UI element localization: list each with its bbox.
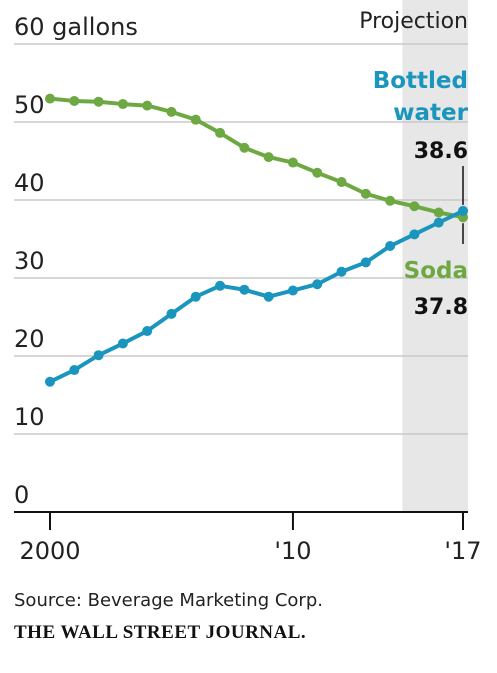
y-tick-label: 60 gallons xyxy=(14,13,138,41)
data-point-soda xyxy=(239,142,250,153)
series-label-water: water xyxy=(393,100,468,126)
series-label-water: Bottled xyxy=(373,68,468,94)
data-point-water xyxy=(336,266,347,277)
data-point-water xyxy=(263,291,274,302)
y-tick-label: 50 xyxy=(14,91,45,119)
projection-label: Projection xyxy=(359,9,468,34)
data-point-soda xyxy=(385,195,396,206)
data-point-soda xyxy=(360,188,371,199)
data-point-water xyxy=(287,285,298,296)
series-label-soda: Soda xyxy=(404,258,468,284)
data-point-water xyxy=(69,365,80,376)
data-point-water xyxy=(312,279,323,290)
publisher-logo: THE WALL STREET JOURNAL. xyxy=(14,622,307,643)
data-point-water xyxy=(385,241,396,252)
data-point-water xyxy=(433,217,444,228)
y-tick-label: 10 xyxy=(14,403,45,431)
data-point-water xyxy=(166,308,177,319)
end-value-soda: 37.8 xyxy=(414,295,468,320)
data-point-soda xyxy=(166,106,177,117)
end-value-water: 38.6 xyxy=(414,139,468,164)
x-tick-label: '17 xyxy=(444,537,481,565)
data-point-soda xyxy=(117,99,128,110)
y-tick-label: 20 xyxy=(14,325,45,353)
line-chart: Projection 60 gallons 50 40 30 20 10 0 2000 '10 '1… xyxy=(14,0,482,565)
data-point-soda xyxy=(409,201,420,212)
data-point-soda xyxy=(215,127,226,138)
data-point-soda xyxy=(93,96,104,107)
data-point-soda xyxy=(312,167,323,178)
source-note: Source: Beverage Marketing Corp. xyxy=(14,590,323,611)
y-tick-label: 0 xyxy=(14,481,29,509)
data-point-water xyxy=(360,257,371,268)
y-tick-label: 40 xyxy=(14,169,45,197)
x-tick-label: '10 xyxy=(274,537,311,565)
data-point-soda xyxy=(190,114,201,125)
data-point-soda xyxy=(263,152,274,163)
data-point-soda xyxy=(45,93,55,104)
data-point-soda xyxy=(287,157,298,168)
data-point-water xyxy=(409,229,420,240)
data-point-water xyxy=(117,338,128,349)
data-point-water xyxy=(142,326,153,337)
data-point-soda xyxy=(142,100,153,111)
data-point-water xyxy=(45,376,55,387)
data-point-water xyxy=(93,350,104,361)
projection-shade xyxy=(402,0,468,512)
y-tick-label: 30 xyxy=(14,247,45,275)
data-point-soda xyxy=(69,95,80,106)
data-point-soda xyxy=(336,177,347,188)
data-point-water xyxy=(190,291,201,302)
data-point-water xyxy=(239,284,250,295)
data-point-water xyxy=(215,280,226,291)
x-tick-label: 2000 xyxy=(19,537,80,565)
data-point-water xyxy=(458,205,468,216)
data-point-soda xyxy=(433,207,444,218)
